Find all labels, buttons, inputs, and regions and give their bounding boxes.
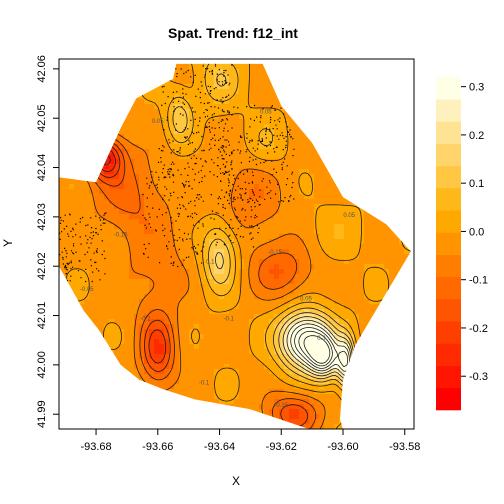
colorbar-band bbox=[436, 121, 461, 144]
colorbar-band bbox=[436, 165, 461, 189]
chart-title: Spat. Trend: f12_int bbox=[168, 25, 298, 41]
x-tick-label: -93.60 bbox=[327, 441, 358, 453]
x-axis: -93.68 -93.66 -93.64 -93.62 -93.60 -93.58 bbox=[80, 429, 420, 453]
colorbar-tick-label: -0.1 bbox=[469, 275, 488, 287]
x-axis-label: X bbox=[232, 474, 240, 488]
y-tick-label: 42.06 bbox=[36, 55, 48, 83]
colorbar-tick-label: 0.0 bbox=[469, 226, 484, 238]
x-tick-label: -93.66 bbox=[142, 441, 173, 453]
colorbar-band bbox=[436, 232, 461, 255]
colorbar-band bbox=[436, 343, 461, 366]
colorbar-band bbox=[436, 299, 461, 322]
contour-label: -0.1 bbox=[199, 381, 210, 387]
contour-label: -0.15 bbox=[114, 233, 128, 239]
y-tick-label: 42.02 bbox=[36, 252, 48, 280]
y-tick-label: 41.99 bbox=[36, 400, 48, 428]
contour-label: 0.1 bbox=[206, 260, 215, 266]
colorbar-tick-label: 0.1 bbox=[469, 178, 484, 190]
colorbar-tick-label: -0.3 bbox=[469, 371, 488, 383]
colorbar-band bbox=[436, 210, 461, 233]
colorbar-tick-label: 0.3 bbox=[469, 82, 484, 94]
contour-label: 0.05 bbox=[260, 109, 272, 115]
x-tick-label: -93.58 bbox=[389, 441, 420, 453]
colorbar-band bbox=[436, 99, 461, 122]
contour-label: -0.05 bbox=[80, 287, 94, 293]
colorbar-band bbox=[436, 387, 461, 411]
y-tick-label: 42.01 bbox=[36, 302, 48, 330]
contour-label: -0.2 bbox=[140, 316, 151, 322]
color-legend: 0.3 0.2 0.1 0.0 -0.1 -0.2 -0.3 bbox=[436, 77, 488, 411]
colorbar-tick-label: -0.2 bbox=[469, 323, 488, 335]
colorbar-tick-label: 0.2 bbox=[469, 130, 484, 142]
colorbar-band bbox=[436, 276, 461, 300]
plot-frame bbox=[58, 58, 415, 430]
colorbar-band bbox=[436, 188, 461, 211]
y-tick-label: 42.04 bbox=[36, 154, 48, 182]
y-axis-label: Y bbox=[1, 239, 15, 247]
colorbar-band bbox=[436, 365, 461, 389]
x-tick-label: -93.64 bbox=[204, 441, 235, 453]
y-tick-label: 42.00 bbox=[36, 351, 48, 379]
colorbar-band bbox=[436, 143, 461, 167]
x-tick-label: -93.68 bbox=[80, 441, 111, 453]
contour-label: -0.15 bbox=[274, 403, 288, 409]
contour-label: -0.15 bbox=[268, 250, 282, 256]
x-tick-label: -93.62 bbox=[266, 441, 297, 453]
colorbar-band bbox=[436, 321, 461, 344]
contour-lines: -0.25-0.15-0.050.050.1-0.1-0.150.050.30.… bbox=[65, 63, 411, 429]
contour-label: -0.1 bbox=[224, 316, 235, 322]
colorbar-band bbox=[436, 77, 461, 100]
y-tick-label: 42.05 bbox=[36, 104, 48, 132]
y-tick-label: 42.03 bbox=[36, 203, 48, 231]
contour-label: 0.05 bbox=[300, 297, 312, 303]
contour-label: 0.05 bbox=[343, 213, 355, 219]
y-axis: 41.99 42.00 42.01 42.02 42.03 42.04 42.05 42.06 bbox=[36, 55, 59, 428]
colorbar-band bbox=[436, 254, 461, 278]
contour-label: 0.05 bbox=[152, 119, 164, 125]
sample-points bbox=[59, 63, 295, 283]
contour-label: 0.3 bbox=[317, 336, 326, 342]
